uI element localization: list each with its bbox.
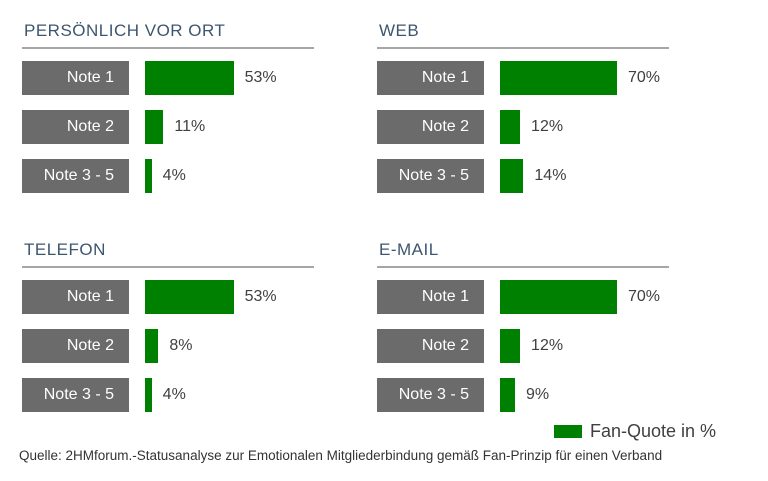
category-label: Note 2	[22, 110, 129, 144]
bar-row: Note 3 - 5 9%	[377, 378, 677, 412]
category-label: Note 3 - 5	[377, 378, 484, 412]
panel-title: WEB	[379, 21, 420, 40]
bar	[500, 61, 617, 95]
value-label: 53%	[244, 69, 277, 86]
bar-row: Note 2 11%	[22, 110, 322, 144]
value-label: 8%	[169, 337, 193, 354]
category-label: Note 2	[22, 329, 129, 363]
title-underline	[22, 47, 314, 49]
value-label: 4%	[162, 386, 186, 403]
category-label: Note 2	[377, 329, 484, 363]
legend-label: Fan-Quote in %	[590, 421, 717, 441]
bar-row: Note 3 - 5 4%	[22, 378, 322, 412]
bar-row: Note 2 8%	[22, 329, 322, 363]
bar-row: Note 2 12%	[377, 329, 677, 363]
bar-row: Note 2 12%	[377, 110, 677, 144]
value-label: 14%	[534, 167, 567, 184]
bar	[145, 280, 234, 314]
title-underline	[377, 47, 669, 49]
panel-title: TELEFON	[24, 240, 106, 259]
category-label: Note 3 - 5	[22, 159, 129, 193]
value-label: 4%	[162, 167, 186, 184]
bar	[500, 329, 521, 363]
bar-row: Note 3 - 5 4%	[22, 159, 322, 193]
legend-swatch	[554, 425, 582, 438]
category-label: Note 2	[377, 110, 484, 144]
category-label: Note 3 - 5	[22, 378, 129, 412]
bar	[500, 280, 617, 314]
category-label: Note 3 - 5	[377, 159, 484, 193]
bar	[145, 329, 159, 363]
bar-row: Note 1 70%	[377, 280, 677, 314]
value-label: 12%	[531, 118, 564, 135]
bar-row: Note 1 53%	[22, 280, 322, 314]
source-note: Quelle: 2HMforum.-Statusanalyse zur Emot…	[19, 448, 663, 463]
value-label: 70%	[628, 288, 661, 305]
bar	[145, 378, 152, 412]
bar	[500, 110, 521, 144]
value-label: 53%	[244, 288, 277, 305]
bar	[500, 378, 516, 412]
category-label: Note 1	[22, 61, 129, 95]
bar	[145, 110, 164, 144]
title-underline	[22, 266, 314, 268]
value-label: 11%	[174, 118, 206, 135]
panel-title: PERSÖNLICH VOR ORT	[24, 21, 226, 40]
value-label: 12%	[531, 337, 564, 354]
bar-row: Note 1 53%	[22, 61, 322, 95]
panel-title: E-MAIL	[379, 240, 439, 259]
bar-row: Note 1 70%	[377, 61, 677, 95]
bar	[145, 61, 234, 95]
category-label: Note 1	[377, 280, 484, 314]
bar	[500, 159, 524, 193]
category-label: Note 1	[377, 61, 484, 95]
bar	[145, 159, 152, 193]
value-label: 9%	[526, 386, 550, 403]
bar-row: Note 3 - 5 14%	[377, 159, 677, 193]
title-underline	[377, 266, 669, 268]
value-label: 70%	[628, 69, 661, 86]
category-label: Note 1	[22, 280, 129, 314]
